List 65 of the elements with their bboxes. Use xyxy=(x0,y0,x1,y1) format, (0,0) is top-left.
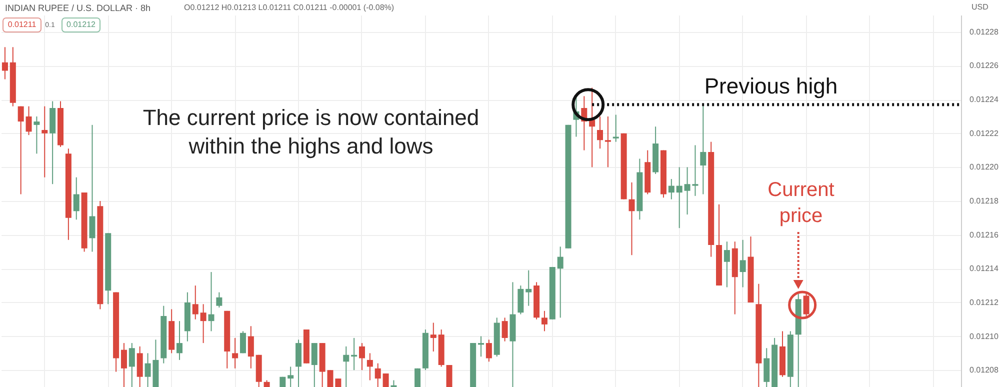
y-tick-label: 0.01226 xyxy=(970,61,999,70)
ref-line-label: Previous high xyxy=(704,74,838,99)
candlestick xyxy=(668,178,674,200)
candlestick xyxy=(89,124,96,252)
candlestick xyxy=(764,348,770,387)
chart-title: INDIAN RUPEE / U.S. DOLLAR · 8h xyxy=(5,3,151,13)
candlestick xyxy=(518,285,524,315)
candlestick xyxy=(724,241,730,288)
candlestick xyxy=(42,106,48,178)
candlestick xyxy=(208,272,214,332)
candlestick xyxy=(366,352,373,381)
candlestick xyxy=(628,182,635,256)
candlestick xyxy=(128,342,135,387)
y-tick-label: 0.01210 xyxy=(970,332,999,341)
candlestick xyxy=(200,304,206,344)
candlestick xyxy=(232,337,238,369)
candlestick xyxy=(248,326,254,369)
candlestick xyxy=(597,116,604,150)
candlestick xyxy=(343,346,350,387)
y-tick-label: 0.01222 xyxy=(970,128,999,138)
candlestick xyxy=(526,270,532,306)
candlestick xyxy=(120,342,127,387)
candlestick xyxy=(541,310,548,332)
candlestick xyxy=(288,366,294,387)
candlestick xyxy=(676,166,682,229)
y-tick-label: 0.01218 xyxy=(970,196,999,206)
candlestick xyxy=(382,372,389,387)
y-tick-label: 0.01228 xyxy=(970,27,999,36)
candlestick xyxy=(73,176,80,220)
candlestick xyxy=(374,362,381,387)
candlestick xyxy=(136,346,143,387)
candlestick xyxy=(311,342,318,387)
candlestick xyxy=(34,116,40,154)
y-tick-label: 0.01220 xyxy=(970,162,999,172)
candlestick xyxy=(358,342,365,371)
candlestick xyxy=(803,292,810,316)
candlestick xyxy=(240,330,246,354)
candlestick xyxy=(414,368,421,387)
y-tick-label: 0.01208 xyxy=(970,366,999,375)
candlestick xyxy=(18,106,24,195)
candlestick xyxy=(700,104,706,195)
y-tick-label: 0.01224 xyxy=(970,95,999,104)
candlestick xyxy=(557,246,564,318)
candlestick xyxy=(192,285,198,320)
y-tick-label: 0.01216 xyxy=(970,230,999,240)
candlestick xyxy=(176,320,183,360)
y-tick-label: 0.01212 xyxy=(970,298,999,307)
candlestick xyxy=(612,114,619,142)
annotation: 0.01212 xyxy=(66,20,96,29)
annotation: 0.01211 xyxy=(8,20,37,29)
candlestick xyxy=(604,116,611,168)
candlestick xyxy=(2,46,8,80)
y-axis-title: USD xyxy=(972,2,989,12)
annotation: The current price is now contained within the highs and lows xyxy=(142,105,480,159)
candlestick xyxy=(486,339,492,362)
annotation: Current price xyxy=(768,179,835,227)
y-tick-label: 0.01214 xyxy=(970,264,999,274)
candlestick xyxy=(216,292,222,308)
text: O0.01212 H0.01213 L0.01211 C0.01211 -0.00001 (-0.08%) xyxy=(184,3,394,12)
candlestick xyxy=(430,322,436,352)
candlestick xyxy=(502,317,508,342)
candlestick xyxy=(740,239,746,288)
candlestick xyxy=(296,339,302,387)
candlestick xyxy=(26,106,32,136)
candlestick xyxy=(446,364,452,387)
